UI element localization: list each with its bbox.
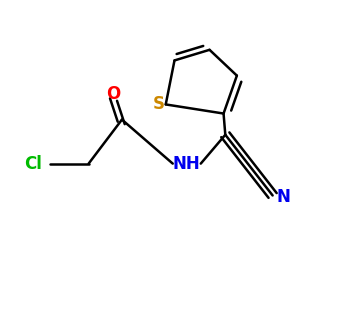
Text: O: O xyxy=(106,85,120,103)
Text: NH: NH xyxy=(173,154,201,173)
Text: N: N xyxy=(276,188,290,206)
Text: Cl: Cl xyxy=(23,154,42,173)
Text: S: S xyxy=(153,95,165,113)
